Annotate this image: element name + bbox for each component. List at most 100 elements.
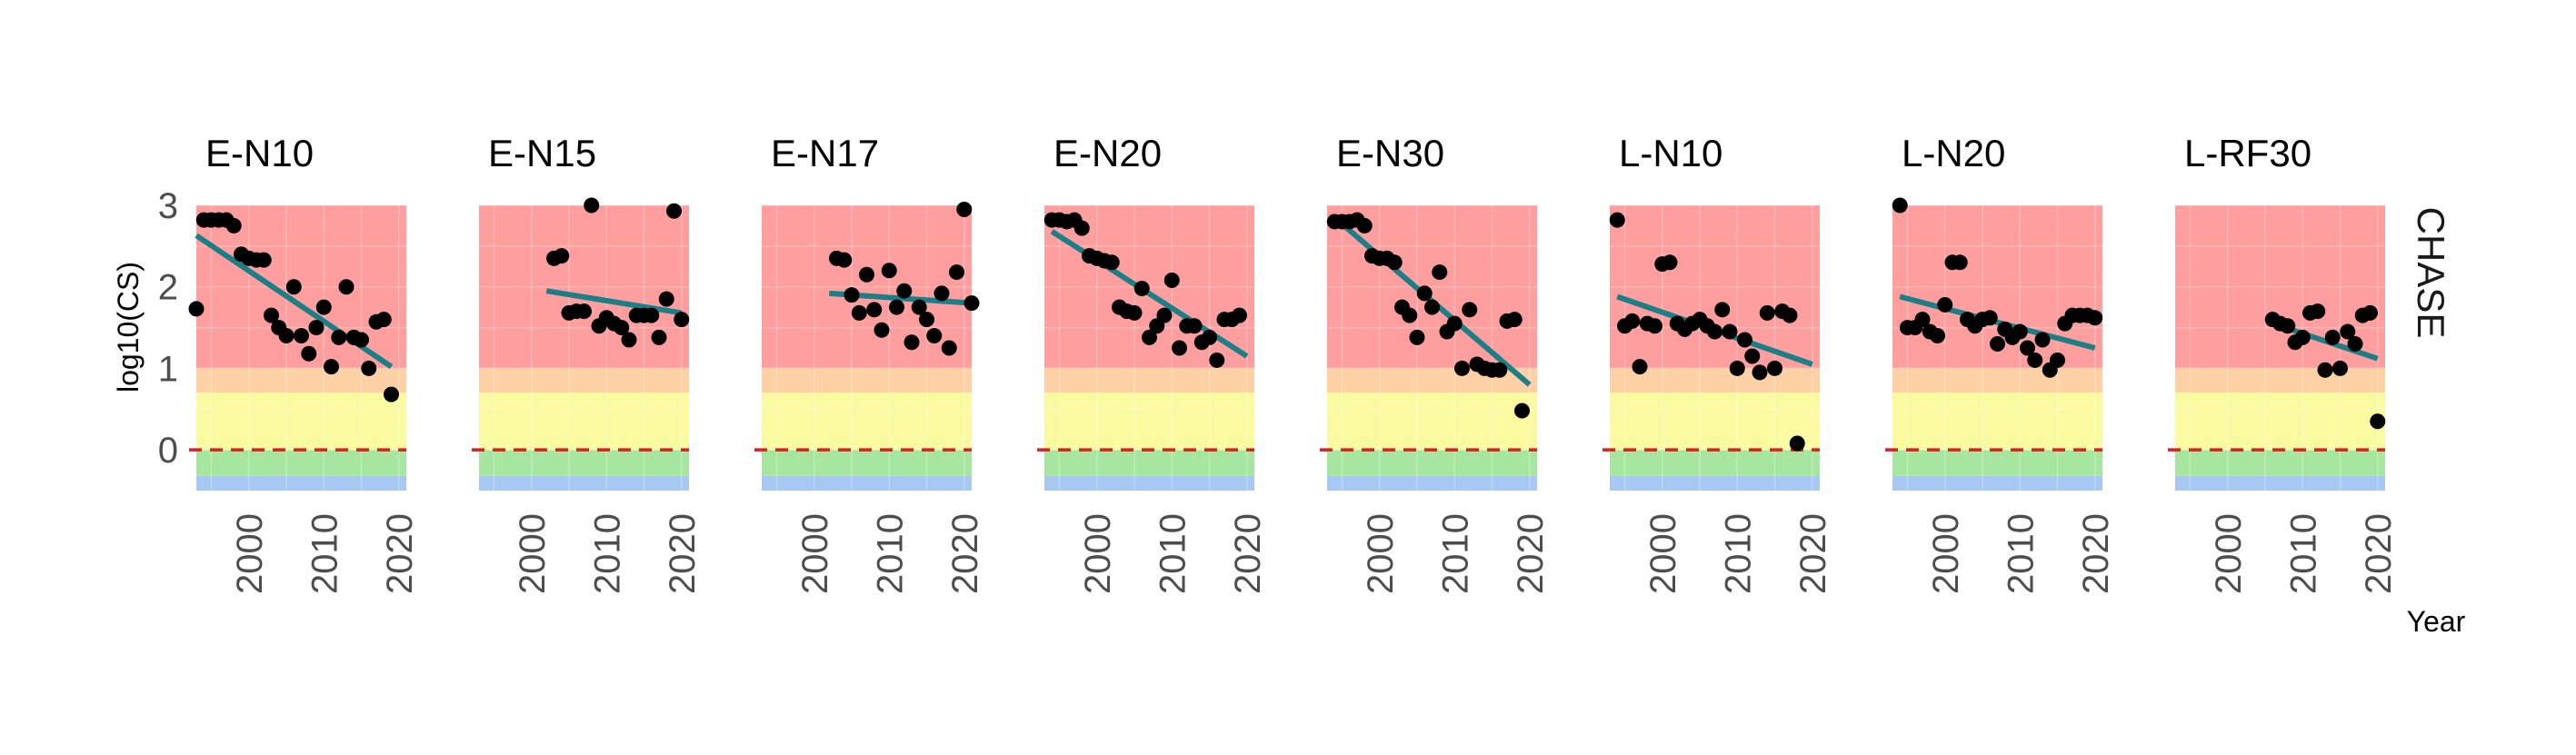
data-point [2034, 332, 2051, 348]
panel-e-n17: E-N17 2000 2010 2020 [754, 132, 985, 594]
data-point [1744, 348, 1761, 364]
data-point [188, 301, 205, 317]
band-0 [196, 475, 406, 491]
panels-layer: E-N10 2000 2010 2020 E-N15 2000 2010 2020 E-N17 2… [188, 132, 2399, 594]
data-point [949, 264, 964, 281]
band-2 [1044, 392, 1254, 451]
band-2 [762, 392, 972, 451]
panel-e-n30: E-N30 2000 2010 2020 [1320, 132, 1551, 594]
data-point [2317, 362, 2333, 378]
data-point [1156, 307, 1173, 323]
data-point [2340, 323, 2356, 340]
data-point [1722, 323, 1738, 340]
x-tick-label: 2020 [2076, 513, 2116, 594]
data-point [2012, 323, 2028, 340]
data-point [308, 320, 324, 336]
data-point [1386, 254, 1403, 271]
x-tick-label: 2000 [230, 513, 270, 594]
band-3 [762, 368, 972, 393]
data-point [1462, 302, 1478, 318]
data-point [1356, 217, 1373, 233]
data-point [1930, 328, 1945, 344]
x-tick-label: 2010 [587, 513, 627, 594]
data-point [2310, 303, 2326, 320]
band-0 [1044, 475, 1254, 491]
band-1 [1327, 450, 1537, 476]
data-point [576, 303, 592, 320]
data-point [859, 266, 874, 283]
data-point [1914, 312, 1931, 328]
x-tick-label: 2020 [380, 513, 420, 594]
trend-line [1899, 293, 2096, 351]
data-point [1632, 359, 1648, 375]
data-point [1454, 360, 1470, 376]
data-point [1514, 402, 1530, 419]
band-2 [479, 392, 689, 451]
data-point [315, 299, 332, 315]
data-point [666, 203, 682, 219]
band-1 [1610, 450, 1820, 476]
data-point [956, 201, 973, 217]
data-point [926, 328, 943, 344]
data-point [644, 307, 660, 323]
x-tick-label: 2010 [2001, 513, 2041, 594]
data-point [1402, 307, 1418, 323]
data-point [674, 312, 690, 328]
panel-e-n10: E-N10 2000 2010 2020 [188, 132, 420, 594]
y-axis: 0 1 2 3 [158, 186, 178, 471]
panel-title: E-N15 [488, 132, 596, 174]
band-0 [1327, 475, 1537, 491]
band-4 [1610, 205, 1820, 369]
x-tick-label: 2000 [1643, 513, 1683, 594]
data-point [225, 217, 242, 233]
x-tick-label: 2000 [1926, 513, 1966, 594]
data-point [1609, 212, 1625, 228]
data-point [881, 263, 897, 279]
data-point [1647, 318, 1662, 334]
data-point [836, 252, 853, 268]
data-point [1416, 285, 1433, 302]
band-2 [1892, 392, 2102, 451]
data-point [2027, 352, 2043, 368]
y-tick-label: 0 [158, 431, 178, 471]
data-point [1729, 360, 1745, 376]
data-point [1133, 281, 1150, 297]
band-2 [2175, 392, 2385, 451]
facet-row-label: CHASE [2410, 207, 2452, 339]
y-axis-title: log10(CS) [112, 262, 145, 392]
panel-l-n20: L-N20 2000 2010 2020 [1885, 132, 2116, 594]
data-point [874, 322, 890, 338]
data-point [896, 283, 913, 299]
data-point [651, 329, 667, 345]
data-point [1990, 336, 2005, 353]
data-point [1103, 254, 1120, 271]
data-point [904, 334, 920, 351]
data-point [1767, 360, 1782, 376]
x-tick-label: 2020 [1228, 513, 1268, 594]
x-tick-label: 2000 [2209, 513, 2249, 594]
x-tick-label: 2010 [305, 513, 344, 594]
data-point [301, 345, 317, 362]
data-point [851, 304, 867, 321]
data-point [2050, 352, 2065, 368]
band-3 [479, 368, 689, 393]
data-point [1506, 312, 1523, 328]
data-point [2324, 329, 2341, 345]
data-point [1432, 264, 1448, 281]
band-2 [1610, 392, 1820, 451]
data-point [331, 329, 347, 345]
data-point [554, 248, 570, 264]
data-point [964, 295, 980, 312]
data-point [285, 279, 302, 295]
data-point [911, 299, 927, 315]
band-0 [762, 475, 972, 491]
band-3 [1892, 368, 2102, 393]
panel-title: E-N30 [1336, 132, 1444, 174]
x-tick-label: 2020 [1793, 513, 1833, 594]
data-point [1073, 220, 1090, 236]
band-0 [1892, 475, 2102, 491]
data-point [1759, 304, 1775, 321]
data-point [2347, 336, 2363, 353]
panel-e-n15: E-N15 2000 2010 2020 [472, 132, 703, 594]
